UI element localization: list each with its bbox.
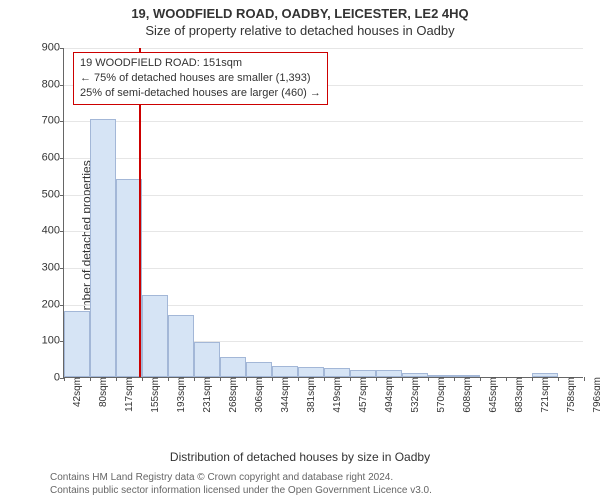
x-tick-label: 193sqm xyxy=(171,377,187,413)
histogram-bar xyxy=(246,362,272,377)
annotation-box: 19 WOODFIELD ROAD: 151sqm ← 75% of detac… xyxy=(73,52,328,105)
histogram-bar xyxy=(428,375,454,377)
annotation-line: 19 WOODFIELD ROAD: 151sqm xyxy=(80,56,321,71)
x-tick-label: 570sqm xyxy=(431,377,447,413)
x-tick-label: 155sqm xyxy=(145,377,161,413)
x-tick-label: 758sqm xyxy=(561,377,577,413)
x-tick-label: 796sqm xyxy=(587,377,600,413)
gridline xyxy=(64,48,583,49)
y-tick-label: 100 xyxy=(42,336,64,347)
x-axis-label: Distribution of detached houses by size … xyxy=(0,448,600,464)
y-tick-label: 200 xyxy=(42,299,64,310)
footer-line: Contains public sector information licen… xyxy=(50,485,594,498)
y-tick-label: 800 xyxy=(42,79,64,90)
histogram-bar xyxy=(142,295,168,378)
y-tick-label: 700 xyxy=(42,116,64,127)
x-tick-label: 608sqm xyxy=(457,377,473,413)
histogram-bar xyxy=(324,368,350,377)
footer: Contains HM Land Registry data © Crown c… xyxy=(0,464,600,497)
plot-area: 010020030040050060070080090042sqm80sqm11… xyxy=(63,48,583,378)
x-tick-label: 494sqm xyxy=(379,377,395,413)
histogram-bar xyxy=(90,119,116,378)
histogram-bar xyxy=(298,367,324,377)
x-tick-label: 532sqm xyxy=(405,377,421,413)
gridline xyxy=(64,158,583,159)
x-tick-label: 344sqm xyxy=(275,377,291,413)
x-tick-label: 268sqm xyxy=(223,377,239,413)
histogram-bar xyxy=(350,370,376,377)
x-tick-label: 721sqm xyxy=(535,377,551,413)
y-tick-label: 300 xyxy=(42,263,64,274)
x-tick-label: 419sqm xyxy=(327,377,343,413)
y-tick-label: 0 xyxy=(54,373,64,384)
histogram-bar xyxy=(402,373,428,377)
x-tick-label: 231sqm xyxy=(197,377,213,413)
chart-container: Number of detached properties 0100200300… xyxy=(0,38,600,448)
x-tick-label: 80sqm xyxy=(93,377,109,407)
x-tick-label: 683sqm xyxy=(509,377,525,413)
histogram-bar xyxy=(272,366,298,377)
y-tick-label: 600 xyxy=(42,153,64,164)
histogram-bar xyxy=(116,179,142,377)
annotation-line: ← 75% of detached houses are smaller (1,… xyxy=(80,71,321,86)
page-title: 19, WOODFIELD ROAD, OADBY, LEICESTER, LE… xyxy=(0,0,600,21)
x-tick-label: 117sqm xyxy=(119,377,135,412)
annotation-line: 25% of semi-detached houses are larger (… xyxy=(80,86,321,101)
x-tick-label: 457sqm xyxy=(353,377,369,413)
x-tick-label: 381sqm xyxy=(301,377,317,413)
histogram-bar xyxy=(454,375,480,377)
histogram-bar xyxy=(376,370,402,377)
gridline xyxy=(64,121,583,122)
y-tick-label: 900 xyxy=(42,43,64,54)
y-tick-label: 400 xyxy=(42,226,64,237)
footer-line: Contains HM Land Registry data © Crown c… xyxy=(50,472,594,485)
x-tick-label: 645sqm xyxy=(483,377,499,413)
histogram-bar xyxy=(168,315,194,377)
y-tick-label: 500 xyxy=(42,189,64,200)
histogram-bar xyxy=(64,311,90,377)
histogram-bar xyxy=(532,373,558,377)
x-tick-label: 306sqm xyxy=(249,377,265,413)
histogram-bar xyxy=(220,357,246,377)
page-subtitle: Size of property relative to detached ho… xyxy=(0,21,600,38)
x-tick-label: 42sqm xyxy=(67,377,83,407)
histogram-bar xyxy=(194,342,220,377)
